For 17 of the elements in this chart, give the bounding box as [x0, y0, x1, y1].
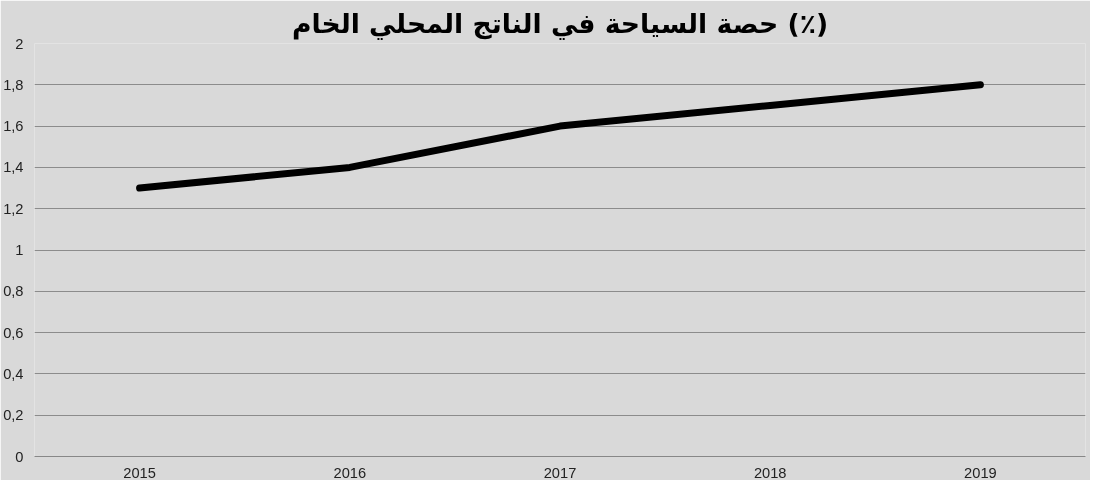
y-tick-label: 1,8 [3, 76, 24, 93]
y-tick-label: 0,8 [3, 283, 24, 300]
y-tick-label: 1,6 [3, 118, 24, 135]
y-tick-label: 1,4 [3, 159, 24, 176]
y-tick-label: 0,6 [3, 324, 24, 341]
chart-title: حصة السياحة في الناتج المحلي الخام (٪) [291, 7, 829, 40]
y-tick-label: 1 [15, 242, 24, 258]
x-tick-label: 2015 [123, 464, 156, 481]
y-tick-label: 1,2 [3, 200, 24, 217]
x-tick-label: 2017 [543, 464, 577, 481]
y-tick-label: 2 [15, 35, 24, 52]
x-tick-label: 2019 [964, 464, 997, 481]
y-tick-label: 0,2 [3, 407, 24, 424]
x-tick-label: 2018 [753, 464, 787, 481]
x-tick-label: 2016 [333, 464, 367, 481]
y-tick-label: 0,4 [3, 365, 24, 382]
y-tick-label: 0 [15, 448, 24, 465]
